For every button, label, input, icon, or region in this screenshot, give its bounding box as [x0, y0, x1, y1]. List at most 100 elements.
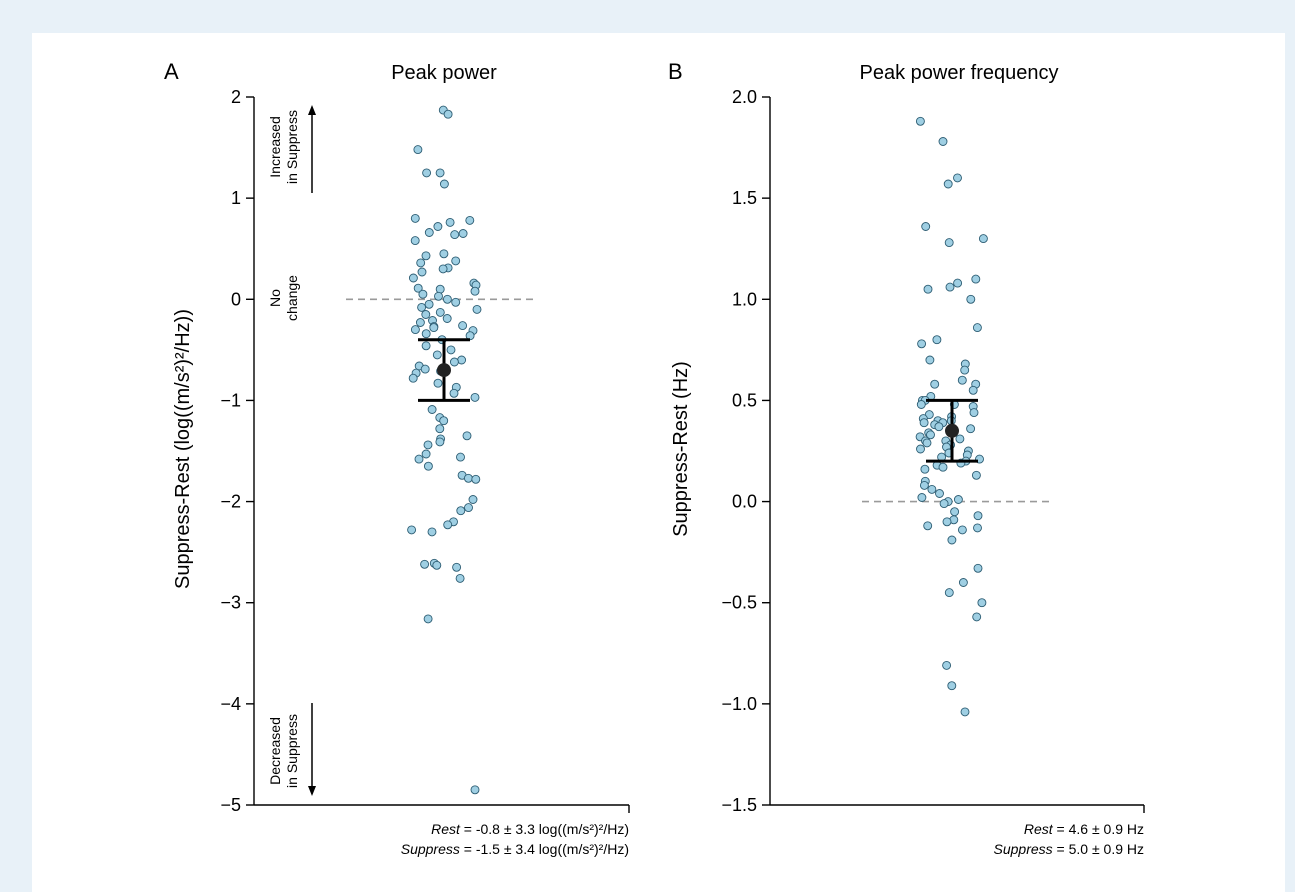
chart-svg: A Peak power Suppress-Rest (log((m/s²)²/… [164, 59, 1145, 857]
panel-b-data-point [972, 323, 982, 333]
panel-a-data-point [417, 267, 427, 277]
panel-a-ylabel: Suppress-Rest (log((m/s²)²/Hz)) [172, 309, 194, 589]
panel-b-data-point [944, 238, 954, 248]
panel-a-data-point [418, 289, 428, 299]
panel-a-data-point [420, 364, 430, 374]
panel-b-data-point [923, 521, 933, 531]
panel-a-data-point [423, 614, 433, 624]
panel-b-data-point [944, 588, 954, 598]
panel-a-data-point [432, 560, 442, 570]
arrow-up-head-icon [308, 105, 316, 115]
panel-b-data-point [925, 355, 935, 365]
panel-a-data-point [417, 302, 427, 312]
panel-a-data-point [455, 573, 465, 583]
panel-b-data-point [927, 484, 937, 494]
panel-b-data-point [971, 470, 981, 480]
panel-a-data-point [410, 213, 420, 223]
panel-b-plot: −1.5 −1.0 −0.5 0.0 0.5 1.0 1.5 2.0 [721, 87, 1145, 815]
panel-b-data-point [957, 525, 967, 535]
panel-a-data-point [456, 452, 465, 462]
annotation-increased-line2: in Suppress [284, 110, 300, 184]
panel-b-data-point [953, 173, 962, 183]
panel-b-mean-marker [945, 423, 959, 438]
panel-b-data-point [923, 284, 933, 294]
figure: A Peak power Suppress-Rest (log((m/s²)²/… [32, 33, 1285, 892]
panel-b-data-point [915, 116, 925, 126]
panel-b-data-point [966, 294, 976, 304]
panel-b-data-point [926, 430, 935, 440]
panel-a-data-point [433, 222, 443, 231]
panel-b-data-point [953, 278, 963, 288]
panel-a-data-point [465, 331, 475, 341]
panel-a-y-tick-label: −1 [220, 390, 241, 410]
panel-a-data-point [413, 145, 423, 155]
panel-a-data-point [450, 230, 460, 240]
panel-b-data-point [973, 511, 983, 521]
panel-a-summary-suppress: Suppress = -1.5 ± 3.4 log((m/s²)²/Hz) [401, 841, 629, 857]
panel-a-data-point [421, 449, 431, 459]
panel-a-data-point [470, 785, 480, 795]
panel-b-y-tick-label: 1.5 [732, 188, 757, 208]
panel-a-data-point [472, 304, 482, 314]
panel-a-data-point [427, 527, 437, 537]
panel-a-data-point [435, 307, 445, 317]
panel-b-y-tick-label: −1.0 [721, 694, 757, 714]
panel-b-data-point [938, 137, 948, 146]
panel-b-data-point [942, 517, 952, 527]
panel-a-y-tick-label: −2 [220, 492, 241, 512]
panel-a-data-point [439, 179, 449, 189]
panel-a-data-point [435, 424, 445, 434]
panel-a-data-point [442, 294, 452, 304]
panel-b-summary-rest-label: Rest [1024, 821, 1054, 837]
panel-a-data-point [424, 299, 434, 309]
panel-b-data-point [955, 434, 965, 444]
panel-a-data-point [449, 357, 459, 367]
panel-a-data-point [446, 345, 456, 355]
panel-a-data-point [439, 416, 449, 426]
panel-a-summary-rest-label: Rest [431, 821, 461, 837]
panel-b-data-point [977, 598, 987, 608]
panel-a-y-tick-label: 0 [231, 289, 241, 309]
panel-b-y-tick-label: −1.5 [721, 795, 757, 815]
panel-a-data-point [433, 378, 443, 388]
annotation-increased: Increased in Suppress [267, 105, 316, 193]
panel-a-data-point [435, 168, 445, 178]
panel-b-title: Peak power frequency [859, 62, 1058, 84]
arrow-down-head-icon [308, 786, 316, 796]
panel-a-data-point [408, 373, 418, 383]
panel-a-data-point [421, 251, 431, 261]
panel-b-data-point [920, 464, 930, 474]
panel-a-data-point [421, 310, 431, 319]
panel-b-data-point [934, 422, 944, 432]
panel-b-y-tick-label: 0.5 [732, 390, 757, 410]
panel-b-data-point [919, 418, 929, 428]
panel-a-data-point [414, 454, 424, 464]
panel-a-data-point [423, 461, 433, 471]
annotation-decreased-line1: Decreased [267, 717, 283, 785]
panel-a-y-tick-label: 2 [231, 87, 241, 107]
panel-b-data-point [938, 462, 948, 472]
panel-a-data-point [449, 388, 459, 398]
panel-b-data-point [971, 274, 981, 284]
annotation-no-change: No change [267, 275, 300, 321]
panel-a-summary-suppress-label: Suppress [401, 841, 460, 857]
annotation-no-change-line2: change [284, 275, 300, 321]
panel-b-data-point [921, 222, 931, 231]
panel-a-data-point [429, 323, 439, 333]
annotation-no-change-line1: No [267, 289, 283, 307]
panel-a-data-point [422, 168, 432, 178]
panel-b-y-tick-label: 0.0 [732, 492, 757, 512]
panel-a-data-point [468, 495, 478, 504]
panel-a-data-point [442, 314, 452, 323]
panel-a-data-point [408, 273, 418, 283]
panel-a-data-point [471, 474, 481, 484]
panel-b-data-point [947, 535, 957, 545]
panel-b-data-point [978, 234, 988, 244]
panel-a-letter: A [164, 59, 179, 84]
panel-a-summary-rest-value: = -0.8 ± 3.3 log((m/s²)²/Hz) [460, 821, 629, 837]
panel-b-data-point [969, 408, 979, 418]
panel-b-data-point [960, 707, 970, 717]
panel-a-data-point [413, 283, 423, 293]
panel-a-plot: −5 −4 −3 −2 −1 0 1 2 [220, 87, 630, 815]
panel-a-data-point [462, 431, 472, 441]
